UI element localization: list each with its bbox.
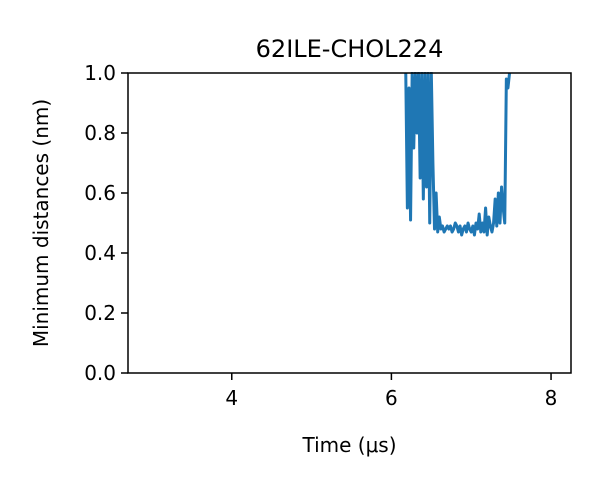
ticks-layer: 4 6 8 0.0 0.2 0.4 0.6 0.8 1.0 — [84, 61, 557, 410]
y-tick-label: 0.4 — [84, 241, 116, 265]
plot-layer — [404, 72, 512, 237]
y-tick-label: 0.6 — [84, 181, 116, 205]
y-tick-label: 1.0 — [84, 61, 116, 85]
y-axis-label: Minimum distances (nm) — [29, 99, 53, 347]
y-tick-label: 0.8 — [84, 121, 116, 145]
chart-title: 62ILE-CHOL224 — [256, 35, 444, 63]
x-axis-label: Time (μs) — [301, 433, 396, 457]
x-tick-label: 4 — [225, 386, 238, 410]
y-tick-label: 0.2 — [84, 301, 116, 325]
y-tick-label: 0.0 — [84, 361, 116, 385]
plot-frame — [127, 72, 572, 374]
x-tick-label: 6 — [385, 386, 398, 410]
x-tick-label: 8 — [545, 386, 558, 410]
series-line-0 — [404, 72, 512, 237]
